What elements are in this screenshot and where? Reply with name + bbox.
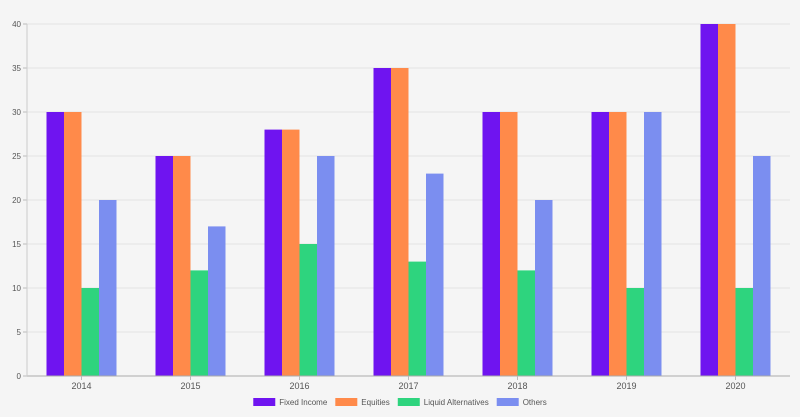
y-tick-label: 5 <box>17 328 22 337</box>
bar-equities-2018[interactable] <box>500 112 518 376</box>
x-tick-label: 2015 <box>180 381 200 391</box>
x-axis-ticks: 2014 2015 2016 2017 2018 2019 2020 <box>71 376 746 391</box>
bar-equities-2020[interactable] <box>718 24 736 376</box>
bar-others-2019[interactable] <box>644 112 662 376</box>
legend-swatch <box>496 398 519 406</box>
bar-liquid-alternatives-2014[interactable] <box>81 288 100 376</box>
bar-equities-2016[interactable] <box>282 129 300 376</box>
y-tick-label: 40 <box>12 20 21 29</box>
bar-liquid-alternatives-2017[interactable] <box>408 261 427 376</box>
legend-swatch <box>253 398 276 406</box>
bar-fixed-income-2018[interactable] <box>482 112 501 376</box>
legend-label: Equities <box>361 398 389 407</box>
legend-swatch <box>397 398 420 406</box>
bar-others-2014[interactable] <box>99 200 117 376</box>
bar-fixed-income-2016[interactable] <box>264 129 283 376</box>
x-tick-label: 2020 <box>725 381 745 391</box>
bar-liquid-alternatives-2020[interactable] <box>735 288 754 376</box>
bar-liquid-alternatives-2019[interactable] <box>626 288 645 376</box>
x-tick-label: 2019 <box>616 381 636 391</box>
bar-others-2020[interactable] <box>753 156 771 376</box>
bar-liquid-alternatives-2018[interactable] <box>517 270 536 376</box>
legend-item-fixed-income[interactable]: Fixed Income <box>253 398 328 407</box>
y-tick-label: 0 <box>17 372 22 381</box>
bar-fixed-income-2017[interactable] <box>373 68 392 376</box>
y-axis-ticks: 0 5 10 15 20 25 30 35 40 <box>12 20 27 381</box>
bar-others-2015[interactable] <box>208 226 226 376</box>
bar-others-2017[interactable] <box>426 173 444 376</box>
bar-fixed-income-2015[interactable] <box>155 156 174 376</box>
x-tick-label: 2018 <box>507 381 527 391</box>
legend-label: Others <box>523 398 547 407</box>
bar-equities-2014[interactable] <box>64 112 82 376</box>
bar-liquid-alternatives-2016[interactable] <box>299 244 318 376</box>
bar-fixed-income-2014[interactable] <box>46 112 65 376</box>
bar-fixed-income-2019[interactable] <box>591 112 610 376</box>
bar-fixed-income-2020[interactable] <box>700 24 719 376</box>
legend-item-equities[interactable]: Equities <box>335 398 390 407</box>
legend-item-others[interactable]: Others <box>496 398 547 407</box>
x-tick-label: 2014 <box>71 381 91 391</box>
y-tick-label: 35 <box>12 64 21 73</box>
legend: Fixed Income Equities Liquid Alternatives O… <box>253 398 547 407</box>
y-tick-label: 30 <box>12 108 21 117</box>
x-tick-label: 2016 <box>289 381 309 391</box>
bar-equities-2015[interactable] <box>173 156 191 376</box>
legend-label: Liquid Alternatives <box>424 398 489 407</box>
x-tick-label: 2017 <box>398 381 418 391</box>
bar-others-2016[interactable] <box>317 156 335 376</box>
legend-swatch <box>335 398 358 406</box>
y-tick-label: 20 <box>12 196 21 205</box>
bar-equities-2019[interactable] <box>609 112 627 376</box>
bar-others-2018[interactable] <box>535 200 553 376</box>
y-tick-label: 10 <box>12 284 21 293</box>
y-tick-label: 15 <box>12 240 21 249</box>
bar-liquid-alternatives-2015[interactable] <box>190 270 209 376</box>
y-tick-label: 25 <box>12 152 21 161</box>
legend-label: Fixed Income <box>279 398 328 407</box>
bar-equities-2017[interactable] <box>391 68 409 376</box>
bars <box>46 24 771 376</box>
legend-item-liquid-alternatives[interactable]: Liquid Alternatives <box>397 398 489 407</box>
